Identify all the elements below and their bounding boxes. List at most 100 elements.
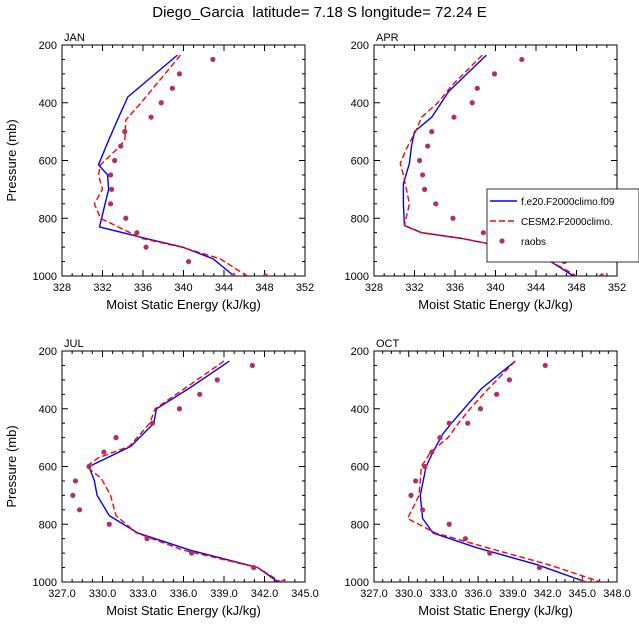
raobs-point bbox=[420, 172, 426, 178]
series-group bbox=[406, 360, 602, 582]
raobs-point bbox=[477, 406, 484, 412]
legend-label: raobs bbox=[521, 237, 546, 248]
x-tick-label: 328 bbox=[365, 282, 383, 294]
y-tick-label: 400 bbox=[39, 98, 57, 110]
y-tick-label: 1000 bbox=[33, 577, 57, 589]
y-axis-title: Pressure (mb) bbox=[4, 425, 19, 507]
raobs-point bbox=[450, 215, 456, 221]
raobs-point bbox=[113, 435, 119, 441]
raobs-point bbox=[542, 362, 548, 369]
raobs-point bbox=[446, 521, 452, 527]
raobs-point bbox=[262, 273, 269, 276]
raobs-point bbox=[491, 71, 498, 77]
y-tick-label: 200 bbox=[39, 346, 57, 358]
raobs-point bbox=[599, 273, 605, 276]
cesm2-series-line bbox=[406, 360, 602, 582]
y-tick-label: 600 bbox=[39, 156, 57, 168]
legend-label: CESM2.F2000climo. bbox=[521, 217, 613, 228]
raobs-point bbox=[210, 56, 216, 63]
cesm2-series-line bbox=[93, 54, 248, 276]
x-tick-label: 339.0 bbox=[499, 588, 527, 600]
raobs-point bbox=[143, 244, 149, 250]
raobs-point bbox=[408, 492, 414, 498]
panel-title: OCT bbox=[376, 338, 400, 350]
x-tick-label: 330.0 bbox=[395, 588, 423, 600]
raobs-point bbox=[446, 420, 452, 426]
x-tick-label: 333.0 bbox=[430, 588, 458, 600]
raobs-point bbox=[433, 201, 439, 207]
raobs-point bbox=[506, 377, 512, 383]
y-axis-title: Pressure (mb) bbox=[4, 119, 19, 201]
x-tick-label: 345.0 bbox=[569, 588, 597, 600]
raobs-point bbox=[462, 536, 469, 542]
x-tick-label: 344 bbox=[215, 282, 233, 294]
raobs-point bbox=[122, 129, 128, 135]
raobs-point bbox=[112, 157, 118, 164]
x-tick-label: 348 bbox=[567, 282, 585, 294]
y-tick-label: 600 bbox=[39, 462, 57, 474]
raobs-point bbox=[465, 420, 471, 426]
x-tick-label: 339.0 bbox=[210, 588, 238, 600]
raobs-point bbox=[197, 391, 203, 397]
latitude-label: latitude= bbox=[252, 4, 310, 21]
x-tick-label: 336.0 bbox=[170, 588, 198, 600]
y-tick-label: 1000 bbox=[345, 271, 369, 283]
raobs-point bbox=[420, 507, 426, 513]
raobs-point bbox=[249, 362, 255, 369]
x-tick-label: 330.0 bbox=[89, 588, 117, 600]
figure-title: Diego_Garcia latitude= 7.18 S longitude=… bbox=[0, 4, 639, 21]
f-e20-series-line bbox=[97, 54, 235, 276]
panel-jan: 328 332 336 340 344 348 352 200 400 600 800 1000 JAN… bbox=[4, 32, 314, 312]
raobs-point bbox=[134, 230, 140, 236]
x-axis-title: Moist Static Energy (kJ/kg) bbox=[418, 297, 573, 312]
raobs-point bbox=[72, 478, 79, 484]
latitude-value: 7.18 S bbox=[313, 4, 358, 21]
raobs-point bbox=[519, 56, 525, 63]
raobs-point bbox=[251, 564, 257, 571]
panel-title: JUL bbox=[64, 338, 84, 350]
x-tick-label: 342.0 bbox=[251, 588, 279, 600]
raobs-point bbox=[189, 550, 195, 556]
raobs-point bbox=[422, 463, 428, 470]
y-tick-label: 400 bbox=[351, 98, 369, 110]
raobs-point bbox=[416, 157, 423, 164]
x-tick-label: 342.0 bbox=[534, 588, 562, 600]
x-tick-label: 352 bbox=[608, 282, 626, 294]
raobs-point bbox=[158, 100, 164, 106]
legend-marker-raobs bbox=[499, 238, 505, 244]
raobs-point bbox=[118, 143, 124, 149]
raobs-point bbox=[176, 406, 183, 412]
panel-apr: 328 332 336 340 344 348 352 200 400 600 800 1000 APR… bbox=[345, 32, 627, 312]
y-tick-label: 800 bbox=[39, 213, 57, 225]
y-tick-label: 200 bbox=[351, 40, 369, 52]
y-tick-label: 1000 bbox=[345, 577, 369, 589]
raobs-point bbox=[451, 114, 457, 120]
x-tick-label: 348.0 bbox=[603, 588, 631, 600]
legend-label: f.e20.F2000climo.f09 bbox=[521, 197, 615, 208]
series-group bbox=[93, 54, 269, 276]
raobs-point bbox=[106, 521, 112, 527]
raobs-point bbox=[123, 215, 129, 221]
raobs-point bbox=[185, 258, 192, 265]
x-tick-label: 345.0 bbox=[291, 588, 319, 600]
y-tick-label: 600 bbox=[351, 462, 369, 474]
y-tick-label: 800 bbox=[351, 519, 369, 531]
raobs-point bbox=[144, 536, 150, 542]
x-tick-label: 348 bbox=[255, 282, 273, 294]
y-tick-label: 200 bbox=[39, 40, 57, 52]
raobs-point bbox=[494, 391, 500, 397]
raobs-point bbox=[469, 100, 475, 106]
raobs-point bbox=[422, 186, 428, 192]
y-tick-label: 400 bbox=[39, 404, 57, 416]
raobs-point bbox=[149, 420, 156, 426]
raobs-point bbox=[579, 579, 585, 582]
cesm2-series-line bbox=[85, 360, 282, 582]
x-tick-label: 336 bbox=[446, 282, 464, 294]
raobs-point bbox=[437, 435, 443, 441]
raobs-point bbox=[101, 449, 107, 455]
x-axis-title: Moist Static Energy (kJ/kg) bbox=[106, 603, 261, 618]
x-tick-label: 340 bbox=[486, 282, 504, 294]
raobs-point bbox=[487, 550, 493, 556]
panel-oct: 327.0 330.0 333.0 336.0 339.0 342.0 345.0 348.0… bbox=[345, 338, 631, 618]
